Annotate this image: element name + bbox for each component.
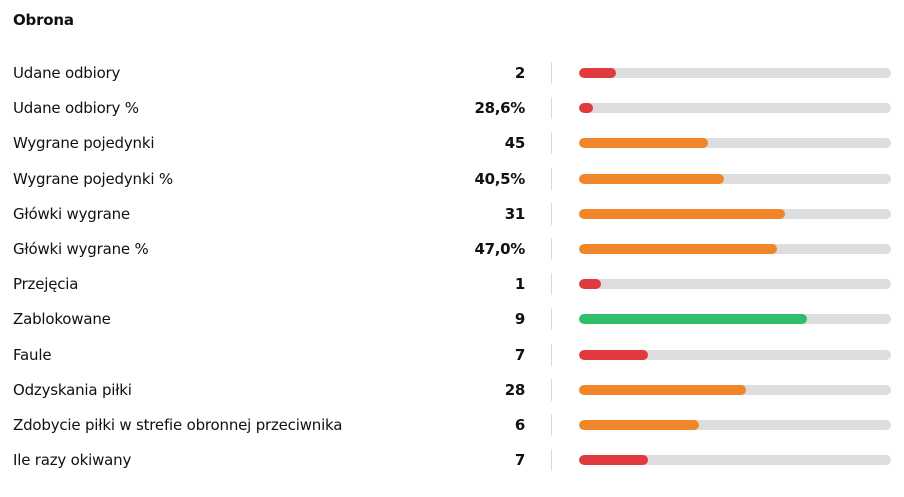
stat-bar-fill xyxy=(579,419,700,430)
stat-bar-track xyxy=(579,103,891,114)
stat-row: Udane odbiory % 28,6% xyxy=(0,90,904,125)
stat-value: 45 xyxy=(504,134,526,153)
stat-label: Zablokowane xyxy=(13,310,111,329)
stat-row: Odzyskania piłki 28 xyxy=(0,372,904,407)
stat-bar-track xyxy=(579,349,891,360)
stat-label: Udane odbiory xyxy=(13,64,121,82)
stat-row: Główki wygrane % 47,0% xyxy=(0,231,904,266)
stat-bar-fill xyxy=(579,173,725,184)
stat-divider xyxy=(551,449,552,472)
stat-bar-fill xyxy=(579,243,778,254)
stat-bar-track xyxy=(579,138,891,149)
stat-value: 2 xyxy=(514,64,525,82)
stat-bar-fill xyxy=(579,314,807,325)
stat-bar-fill xyxy=(579,208,785,219)
stat-bar-track xyxy=(579,314,891,325)
stat-divider xyxy=(551,343,552,366)
stat-bar-track xyxy=(579,208,891,219)
stat-divider xyxy=(551,202,552,225)
stat-divider xyxy=(551,308,552,331)
stat-bar-track xyxy=(579,68,891,78)
stat-value: 28,6% xyxy=(474,99,525,118)
stat-divider xyxy=(551,132,552,155)
stat-divider xyxy=(551,237,552,260)
stat-value: 7 xyxy=(514,345,525,364)
stat-label: Udane odbiory % xyxy=(13,99,139,118)
section-title: Obrona xyxy=(13,11,74,29)
stat-label: Główki wygrane % xyxy=(13,239,149,258)
stat-divider xyxy=(551,378,552,401)
stat-label: Zdobycie piłki w strefie obronnej przeci… xyxy=(13,415,343,434)
stat-row: Wygrane pojedynki % 40,5% xyxy=(0,161,904,196)
stat-bar-track xyxy=(579,384,891,395)
stat-bar-fill xyxy=(579,103,594,114)
stat-value: 7 xyxy=(514,451,525,470)
stat-label: Odzyskania piłki xyxy=(13,380,132,399)
stat-row: Ile razy okiwany 7 xyxy=(0,442,904,477)
stat-row: Wygrane pojedynki 45 xyxy=(0,125,904,160)
stat-row: Zablokowane 9 xyxy=(0,301,904,336)
stat-divider xyxy=(551,273,552,296)
stat-label: Wygrane pojedynki xyxy=(13,134,155,153)
stat-bar-track xyxy=(579,243,891,254)
stat-value: 40,5% xyxy=(474,169,525,188)
stat-value: 1 xyxy=(514,275,525,294)
stat-bar-fill xyxy=(579,68,617,78)
stat-label: Faule xyxy=(13,345,52,364)
stat-value: 9 xyxy=(514,310,525,329)
stat-label: Wygrane pojedynki % xyxy=(13,169,173,188)
stat-value: 47,0% xyxy=(474,239,525,258)
stat-bar-fill xyxy=(579,455,648,466)
stat-bar-track xyxy=(579,173,891,184)
stat-divider xyxy=(551,62,552,84)
stat-label: Przejęcia xyxy=(13,275,79,294)
stat-bar-fill xyxy=(579,138,709,149)
stat-bar-track xyxy=(579,419,891,430)
stat-bar-fill xyxy=(579,279,601,290)
stat-divider xyxy=(551,413,552,436)
stat-divider xyxy=(551,167,552,190)
stat-value: 28 xyxy=(504,380,526,399)
stat-row: Zdobycie piłki w strefie obronnej przeci… xyxy=(0,407,904,442)
stat-row: Przejęcia 1 xyxy=(0,266,904,301)
stat-value: 31 xyxy=(504,204,526,223)
stat-bar-fill xyxy=(579,349,648,360)
stat-bar-track xyxy=(579,455,891,466)
stat-bar-track xyxy=(579,279,891,290)
stat-divider xyxy=(551,97,552,120)
stat-row: Udane odbiory 2 xyxy=(0,55,904,90)
stat-value: 6 xyxy=(514,415,525,434)
stat-bar-fill xyxy=(579,384,746,395)
stats-list: Udane odbiory 2 Udane odbiory % 28,6% Wy… xyxy=(0,55,904,477)
stat-label: Ile razy okiwany xyxy=(13,451,132,470)
stat-row: Główki wygrane 31 xyxy=(0,196,904,231)
stat-row: Faule 7 xyxy=(0,337,904,372)
stat-label: Główki wygrane xyxy=(13,204,130,223)
